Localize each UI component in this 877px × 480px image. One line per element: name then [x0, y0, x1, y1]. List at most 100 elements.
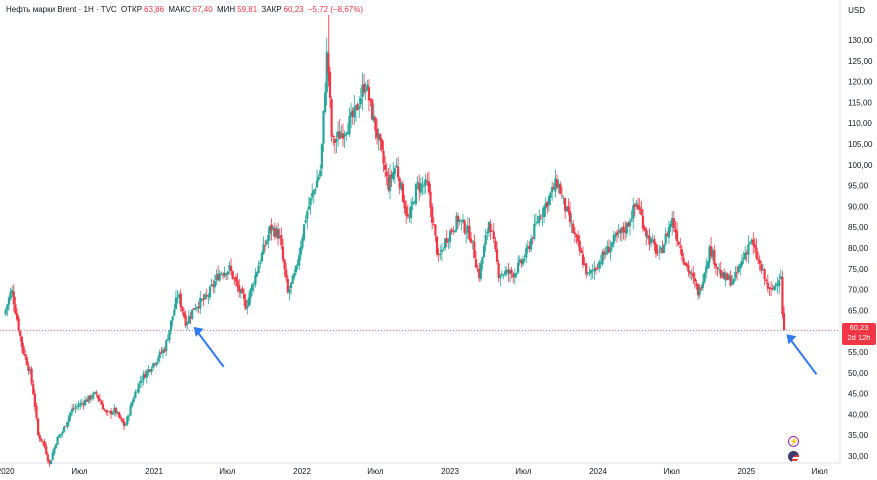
candle-body: [345, 133, 348, 136]
us-flag-icon[interactable]: [788, 451, 799, 462]
symbol-title[interactable]: Нефть марки Brent · 1H · TVC: [6, 5, 117, 14]
candle-body: [646, 235, 649, 239]
candle-body: [101, 404, 105, 410]
candle-body: [157, 358, 160, 362]
candle-body: [32, 383, 35, 395]
candle-body: [703, 272, 706, 283]
candle-body: [442, 249, 445, 251]
candle-body: [43, 441, 46, 447]
candle-body: [617, 230, 620, 234]
candle-body: [379, 133, 382, 141]
candle-body: [241, 288, 244, 294]
candle-body: [458, 219, 461, 222]
candle-body: [289, 282, 293, 289]
candle-body: [298, 255, 301, 266]
candle-body: [359, 98, 362, 105]
candle-body: [390, 174, 393, 178]
candle-body: [272, 227, 275, 230]
candle-body: [49, 460, 53, 465]
candle-body: [640, 209, 643, 215]
time-tick-label: 2023: [441, 467, 459, 476]
candle-body: [559, 183, 562, 194]
candle-body: [651, 239, 654, 241]
candle-body: [450, 229, 453, 232]
candle-body: [622, 226, 625, 232]
candle-body: [567, 206, 570, 212]
candle-body: [599, 262, 602, 264]
candle-body: [103, 409, 106, 411]
candle-body: [675, 230, 679, 242]
countdown-value: 2d 12h: [847, 333, 871, 342]
candle-body: [422, 185, 426, 187]
lightning-icon[interactable]: ⚡: [788, 436, 799, 447]
candle-body: [302, 224, 306, 240]
candle-body: [306, 211, 309, 219]
candle-body: [706, 261, 709, 269]
candle-body: [171, 316, 174, 321]
candle-body: [471, 240, 474, 242]
currency-label[interactable]: USD: [848, 6, 865, 15]
candle-body: [539, 217, 542, 219]
candle-body: [520, 260, 523, 264]
candle-body: [765, 279, 768, 281]
candle-body: [332, 136, 335, 137]
candle-body: [59, 433, 62, 436]
candle-body: [491, 230, 494, 232]
candle-body: [517, 262, 520, 273]
candle-body: [364, 89, 367, 93]
candle-body: [314, 189, 317, 191]
candle-body: [653, 239, 656, 245]
candle-body: [604, 254, 607, 255]
candle-body: [98, 398, 101, 402]
candle-body: [598, 261, 601, 269]
candle-body: [782, 313, 786, 331]
candle-body: [586, 272, 589, 274]
candle-body: [33, 393, 36, 407]
price-tick-label: 115,00: [848, 98, 872, 107]
candle-body: [666, 233, 669, 237]
candle-body: [27, 365, 30, 371]
price-tick-label: 130,00: [848, 36, 873, 45]
current-price-badge: 60,23 2d 12h: [842, 323, 876, 345]
candle-body: [692, 272, 695, 278]
price-tick-label: 45,00: [848, 390, 869, 399]
candle-body: [293, 273, 296, 278]
candle-body: [150, 368, 153, 372]
candle-body: [192, 308, 195, 310]
candle-body: [479, 263, 482, 279]
candle-body: [127, 415, 131, 417]
candle-body: [432, 224, 435, 226]
candle-body: [426, 181, 429, 182]
candle-body: [6, 304, 9, 310]
candle-body: [328, 71, 332, 98]
candle-body: [625, 222, 628, 234]
candle-body: [15, 313, 19, 320]
candle-body: [14, 304, 17, 314]
candle-body: [671, 218, 674, 226]
candle-body: [413, 202, 416, 204]
candle-body: [554, 178, 557, 192]
candle-body: [588, 272, 591, 274]
candle-body: [688, 271, 692, 274]
candle-body: [606, 245, 609, 255]
price-tick-label: 30,00: [848, 452, 869, 461]
candle-body: [570, 222, 573, 224]
candle-body: [481, 257, 484, 265]
candle-body: [114, 407, 118, 414]
annotation-arrow-shaft: [788, 337, 818, 375]
candle-body: [333, 138, 336, 143]
candle-body: [437, 253, 440, 256]
candle-body: [135, 391, 139, 393]
time-tick-label: Июл: [71, 467, 88, 476]
candle-body: [160, 352, 163, 354]
candle-body: [482, 245, 486, 258]
candle-body: [92, 393, 95, 399]
candle-body: [680, 249, 683, 257]
candle-body: [411, 201, 414, 205]
candle-body: [337, 131, 340, 138]
candle-body: [418, 183, 421, 191]
candle-body: [701, 282, 705, 288]
candle-body: [7, 297, 11, 305]
candle-body: [533, 224, 536, 240]
